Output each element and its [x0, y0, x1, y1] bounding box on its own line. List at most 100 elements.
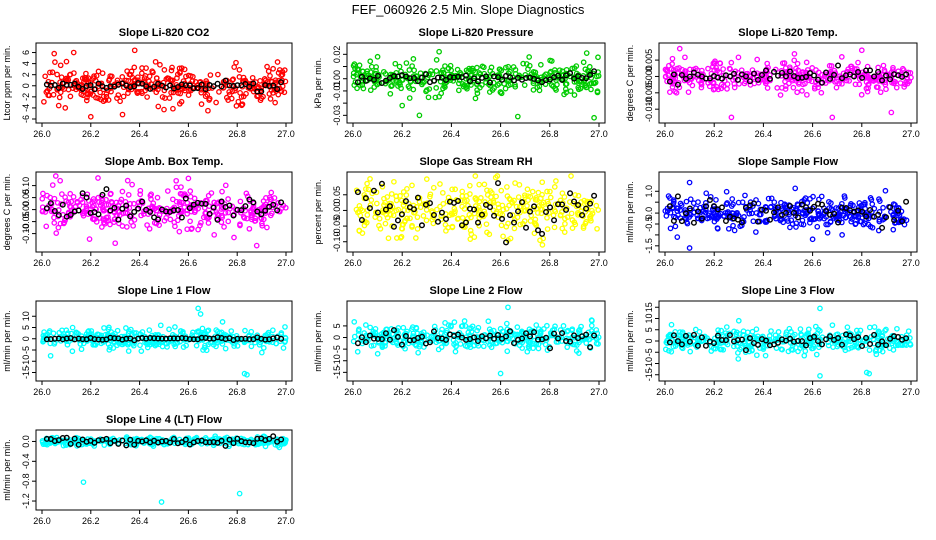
data-point — [775, 329, 782, 335]
x-tick-label: 27.0 — [277, 387, 295, 397]
outlier-point — [817, 305, 823, 312]
plot-frame — [346, 42, 606, 124]
data-point — [706, 214, 713, 221]
data-point — [504, 193, 511, 199]
data-point — [561, 229, 568, 235]
data-point — [535, 189, 542, 196]
data-point — [503, 320, 510, 327]
data-point — [497, 66, 503, 73]
panel-title: Slope Amb. Box Temp. — [105, 156, 224, 168]
overlay-point — [354, 189, 361, 196]
data-point — [393, 197, 400, 204]
data-point — [678, 202, 685, 208]
data-point — [438, 330, 445, 336]
outlier-point — [185, 175, 192, 182]
data-point — [568, 210, 575, 217]
overlay-point — [238, 207, 245, 214]
overlay-point — [115, 216, 122, 223]
overlay-point — [390, 327, 397, 334]
data-point — [173, 198, 180, 205]
data-point — [487, 338, 494, 345]
data-point — [895, 219, 902, 226]
data-point — [176, 228, 183, 235]
data-point — [393, 327, 400, 334]
data-point — [569, 65, 575, 72]
overlay-point — [871, 331, 878, 338]
data-point — [802, 348, 809, 354]
data-point — [187, 188, 194, 194]
data-point — [438, 90, 445, 97]
overlay-point — [178, 439, 185, 446]
data-point — [71, 70, 77, 76]
x-tick-label: 27.0 — [902, 258, 920, 268]
data-point — [851, 343, 857, 350]
overlay-point — [674, 81, 681, 88]
overlay-point — [887, 76, 894, 83]
overlay-point — [278, 436, 285, 443]
data-point — [666, 195, 673, 201]
overlay-point — [555, 72, 562, 79]
data-point — [495, 201, 501, 208]
data-point — [712, 345, 719, 352]
y-tick-label: 4 — [21, 61, 31, 66]
y-tick-label: -0.01 — [332, 81, 342, 102]
data-point — [137, 187, 144, 194]
overlay-point — [495, 180, 502, 187]
overlay-point — [746, 335, 753, 342]
data-point — [781, 60, 788, 66]
data-point — [40, 208, 46, 214]
data-point — [521, 82, 528, 88]
overlay-point — [774, 339, 781, 346]
data-point — [143, 65, 149, 71]
overlay-point — [135, 205, 142, 212]
overlay-point — [59, 201, 66, 208]
data-point — [423, 217, 430, 224]
data-point — [727, 66, 734, 72]
overlay-point — [278, 335, 285, 342]
overlay-point — [591, 192, 598, 199]
data-point — [879, 332, 886, 339]
data-point — [131, 64, 138, 71]
data-point — [353, 71, 360, 78]
overlay-point — [274, 207, 281, 214]
data-point — [414, 226, 421, 232]
data-point — [467, 236, 474, 242]
data-point — [891, 214, 897, 221]
data-point — [208, 190, 215, 196]
outlier-point — [195, 305, 202, 312]
data-point — [720, 66, 727, 72]
data-point — [111, 219, 117, 225]
data-point — [593, 202, 600, 209]
data-point — [588, 80, 595, 87]
data-point — [69, 348, 76, 355]
data-point — [168, 89, 174, 96]
data-point — [584, 334, 590, 341]
data-point — [398, 225, 405, 232]
overlay-point — [774, 72, 781, 79]
overlay-point — [458, 222, 465, 229]
data-point — [723, 188, 730, 195]
data-point — [214, 328, 221, 335]
overlay-point — [147, 208, 154, 215]
overlay-point — [742, 73, 749, 80]
data-point — [731, 84, 738, 91]
outlier-point — [244, 371, 250, 378]
overlay-point — [770, 209, 777, 216]
y-axis-label: ml/min per min. — [2, 310, 12, 372]
data-point — [568, 173, 574, 179]
overlay-point — [487, 204, 494, 211]
x-tick-label: 26.0 — [33, 387, 51, 397]
data-point — [817, 327, 823, 334]
data-point — [531, 230, 538, 237]
data-point — [381, 202, 387, 208]
outlier-point — [200, 347, 206, 353]
overlay-point — [758, 71, 765, 78]
data-point — [368, 63, 375, 70]
outlier-point — [492, 174, 499, 181]
overlay-point — [210, 204, 217, 211]
overlay-point — [362, 195, 369, 202]
data-point — [78, 87, 85, 94]
data-point — [216, 89, 222, 95]
overlay-point — [694, 342, 701, 349]
data-point — [588, 322, 595, 329]
